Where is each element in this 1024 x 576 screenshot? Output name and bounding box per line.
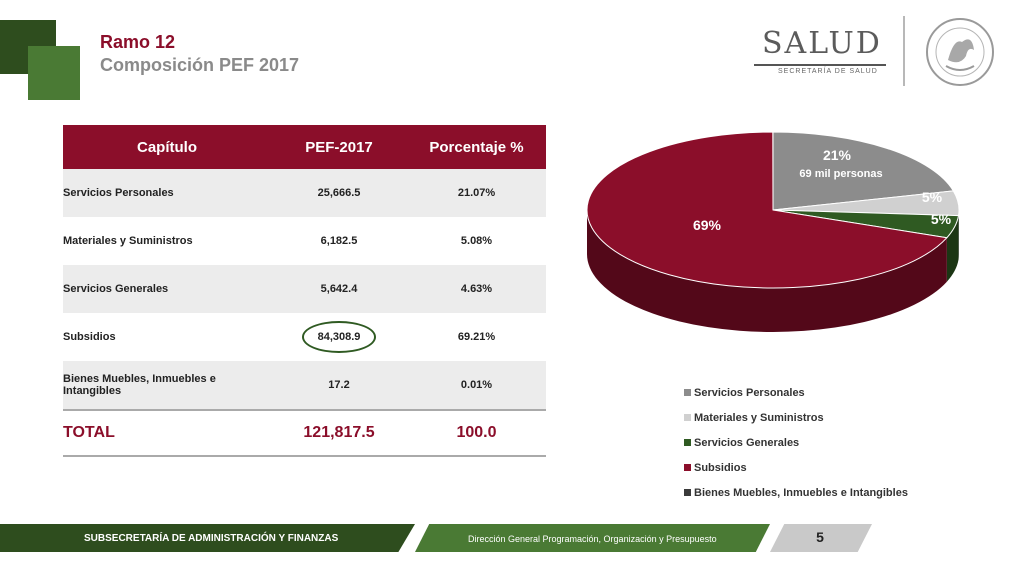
header-pef: PEF-2017 [271,125,407,169]
row-name: Subsidios [63,331,116,343]
pie-annotation: 69 mil personas [799,168,882,180]
pie-chart: 21% 5% 5% 69% 69 mil personas [586,131,960,332]
footer-page-box [770,524,872,552]
legend-swatch [684,414,691,421]
table-row: Servicios Generales 5,642.4 4.63% [63,265,546,313]
footer-left-text: SUBSECRETARÍA DE ADMINISTRACIÓN Y FINANZ… [84,533,339,544]
table-row: Servicios Personales 25,666.5 21.07% [63,169,546,217]
legend-item: Servicios Personales [684,380,908,405]
legend-label: Subsidios [694,461,747,474]
legend-label: Materiales y Suministros [694,411,824,424]
logo-subtitle: SECRETARÍA DE SALUD [778,68,878,75]
pie-side-3 [587,210,947,332]
row-pct: 0.01% [407,361,546,410]
pie-label-1: 5% [922,189,943,205]
page-title: Ramo 12 [100,32,176,52]
total-pct: 100.0 [407,409,546,457]
row-pct: 4.63% [407,265,546,313]
legend-swatch [684,439,691,446]
row-value: 5,642.4 [271,265,407,313]
row-pct: 69.21% [457,331,496,343]
decor-square-light [28,46,80,100]
legend-swatch [684,489,691,496]
legend-label: Servicios Generales [694,436,800,449]
row-pct: 21.07% [407,169,546,217]
pie-slice-0 [772,131,955,211]
legend-swatch [684,389,691,396]
total-value: 121,817.5 [271,409,407,457]
legend-item: Servicios Generales [684,430,908,455]
row-value: 25,666.5 [271,169,407,217]
table-row: Bienes Muebles, Inmuebles e Intangibles … [63,361,546,410]
row-name: Servicios Personales [63,169,271,217]
header-porcentaje: Porcentaje % [407,125,546,169]
pie-label-0: 21% [823,147,852,163]
pef-table: Capítulo PEF-2017 Porcentaje % Servicios… [63,125,546,457]
page-number: 5 [816,529,824,545]
table-row: Subsidios 84,308.9 69.21% [63,313,546,361]
pie-label-2: 5% [931,211,952,227]
footer-center-text: Dirección General Programación, Organiza… [468,534,717,544]
pie-label-3: 69% [693,217,722,233]
legend-item: Bienes Muebles, Inmuebles e Intangibles [684,480,908,505]
total-row: TOTAL 121,817.5 100.0 [63,409,546,457]
legend-label: Servicios Personales [694,386,805,399]
legend-swatch [684,464,691,471]
row-value: 6,182.5 [320,235,358,247]
row-value: 17.2 [271,361,407,410]
footer-bar-center [415,524,770,552]
salud-logo: SALUD SECRETARÍA DE SALUD [750,26,890,82]
mexico-seal-icon [926,18,994,86]
legend-item: Subsidios [684,455,908,480]
chart-legend: Servicios Personales Materiales y Suminis… [684,380,908,505]
pie-side-2 [946,215,959,282]
logo-divider [903,16,905,86]
table-row: Materiales y Suministros 6,182.5 5.08% [63,217,546,265]
legend-label: Bienes Muebles, Inmuebles e Intangibles [694,486,908,499]
highlight-circle: 84,308.9 [301,321,377,353]
pie-slice-3 [586,131,948,289]
row-value-highlighted: 84,308.9 [271,313,407,361]
logo-word: SALUD [762,26,882,61]
header-capitulo: Capítulo [63,125,271,169]
page-subtitle: Composición PEF 2017 [100,55,300,75]
footer-bar-left [0,524,415,552]
logo-underline [754,64,886,66]
total-name: TOTAL [63,409,271,457]
row-name: Servicios Generales [63,265,271,313]
legend-item: Materiales y Suministros [684,405,908,430]
row-name: Bienes Muebles, Inmuebles e Intangibles [63,361,271,410]
row-pct: 5.08% [460,235,493,247]
row-name: Materiales y Suministros [63,235,193,247]
